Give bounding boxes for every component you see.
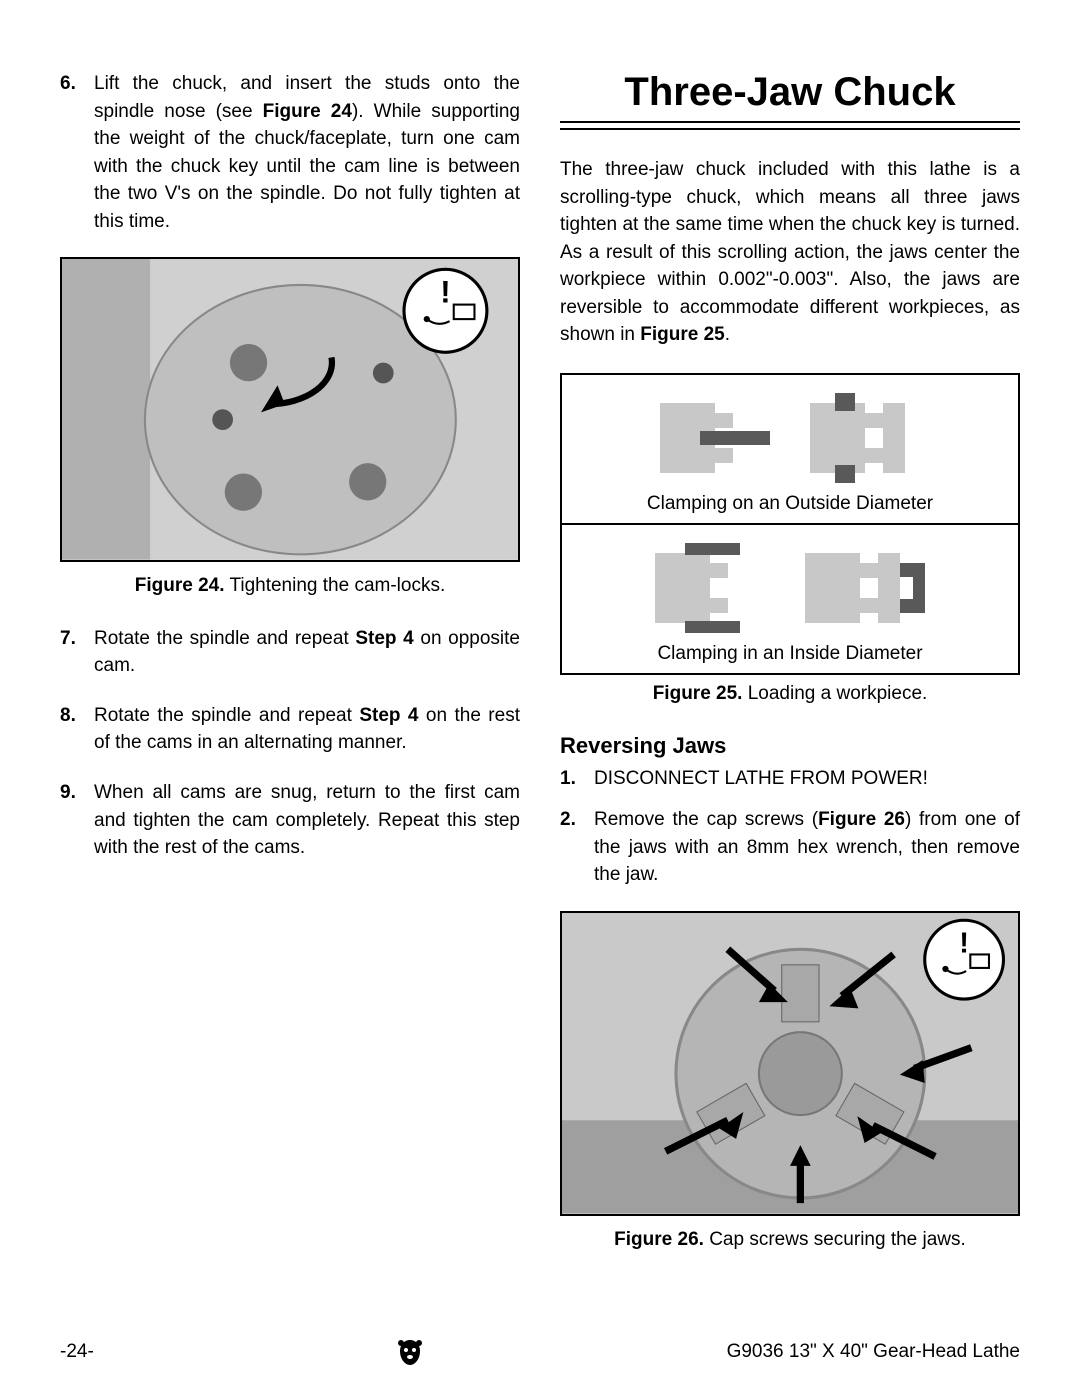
intro-paragraph: The three-jaw chuck included with this l… — [560, 156, 1020, 349]
left-column: 6. Lift the chuck, and insert the studs … — [60, 70, 520, 1251]
diagram-inside: Clamping in an Inside Diameter — [562, 523, 1018, 673]
rev-step-2: 2. Remove the cap screws (Figure 26) fro… — [560, 806, 1020, 889]
caption-bold: Figure 25. — [653, 683, 743, 704]
caption-text: Tightening the cam-locks. — [225, 575, 446, 596]
figure-26-image: ! — [560, 911, 1020, 1216]
page-footer: -24- G9036 13" X 40" Gear-Head Lathe — [60, 1337, 1020, 1367]
step-6: 6. Lift the chuck, and insert the studs … — [60, 70, 520, 235]
manual-page: 6. Lift the chuck, and insert the studs … — [0, 0, 1080, 1397]
step-7: 7. Rotate the spindle and repeat Step 4 … — [60, 625, 520, 680]
step-text: Remove the cap screws (Figure 26) from o… — [594, 806, 1020, 889]
step-number: 2. — [560, 806, 594, 889]
caption-bold: Figure 26. — [614, 1229, 704, 1250]
diagram-outside: Clamping on an Outside Diameter — [562, 375, 1018, 523]
step-text: DISCONNECT LATHE FROM POWER! — [594, 765, 1020, 793]
step-number: 1. — [560, 765, 594, 793]
step-text: Lift the chuck, and insert the studs ont… — [94, 70, 520, 235]
step-number: 8. — [60, 702, 94, 757]
diagram-row — [572, 543, 1008, 633]
step-text: Rotate the spindle and repeat Step 4 on … — [94, 702, 520, 757]
caption-bold: Figure 24. — [135, 575, 225, 596]
step-9: 9. When all cams are snug, return to the… — [60, 779, 520, 862]
svg-text:!: ! — [959, 927, 969, 959]
reversing-jaws-heading: Reversing Jaws — [560, 733, 1020, 759]
step-number: 6. — [60, 70, 94, 235]
caption-text: Cap screws securing the jaws. — [704, 1229, 966, 1250]
bear-logo-icon — [395, 1337, 425, 1367]
svg-text:!: ! — [440, 275, 450, 310]
section-title: Three-Jaw Chuck — [560, 70, 1020, 115]
caption-text: Loading a workpiece. — [742, 683, 927, 704]
right-column: Three-Jaw Chuck The three-jaw chuck incl… — [560, 70, 1020, 1251]
figure-24-caption: Figure 24. Tightening the cam-locks. — [60, 575, 520, 597]
page-number: -24- — [60, 1341, 94, 1363]
rev-step-1: 1. DISCONNECT LATHE FROM POWER! — [560, 765, 1020, 793]
figure-24-image: ! — [60, 257, 520, 562]
diagram-label: Clamping in an Inside Diameter — [572, 643, 1008, 665]
step-text: When all cams are snug, return to the fi… — [94, 779, 520, 862]
step-text: Rotate the spindle and repeat Step 4 on … — [94, 625, 520, 680]
figure-26: ! Figure 26. Cap screws securing the jaw… — [560, 911, 1020, 1251]
title-rule — [560, 121, 1020, 130]
figure-25-diagram: Clamping on an Outside Diameter Clamping… — [560, 373, 1020, 675]
step-number: 9. — [60, 779, 94, 862]
figure-24: ! Figure 24. Tightening the cam-locks. — [60, 257, 520, 597]
figure-26-caption: Figure 26. Cap screws securing the jaws. — [560, 1229, 1020, 1251]
diagram-row — [572, 393, 1008, 483]
model-label: G9036 13" X 40" Gear-Head Lathe — [727, 1341, 1020, 1363]
step-number: 7. — [60, 625, 94, 680]
diagram-label: Clamping on an Outside Diameter — [572, 493, 1008, 515]
step-8: 8. Rotate the spindle and repeat Step 4 … — [60, 702, 520, 757]
figure-25-caption: Figure 25. Loading a workpiece. — [560, 683, 1020, 705]
two-column-layout: 6. Lift the chuck, and insert the studs … — [60, 70, 1020, 1251]
